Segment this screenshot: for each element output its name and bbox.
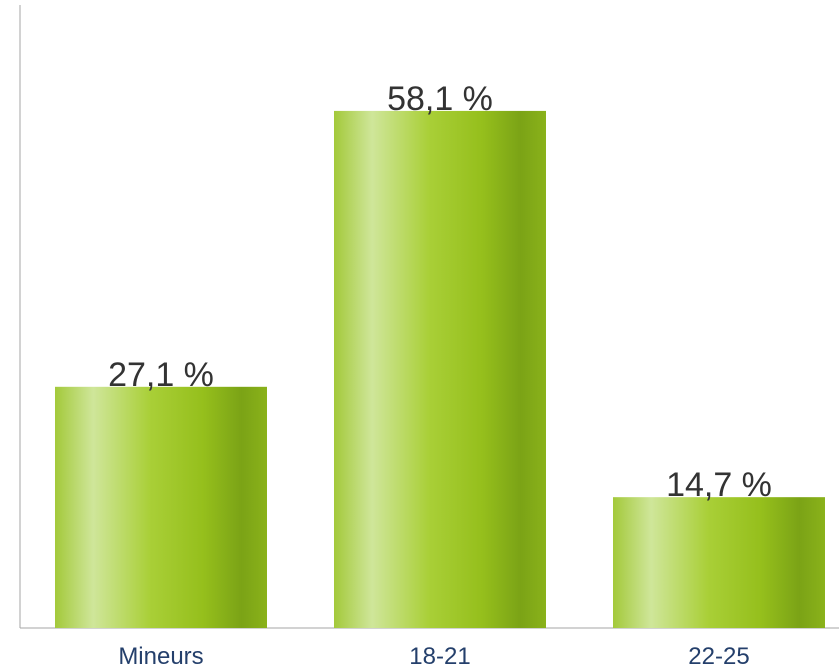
- bars-group: [55, 110, 825, 628]
- value-label: 27,1 %: [108, 356, 214, 394]
- value-label: 58,1 %: [387, 80, 493, 118]
- x-tick-label: 22-25: [688, 643, 749, 667]
- bar-22-25: [613, 497, 825, 628]
- tick-labels-group: Mineurs 18-21 22-25: [118, 643, 749, 667]
- value-labels-group: 27,1 % 58,1 % 14,7 %: [108, 80, 772, 504]
- bar-mineurs: [55, 386, 267, 628]
- x-tick-label: Mineurs: [118, 643, 203, 667]
- value-label: 14,7 %: [666, 466, 772, 504]
- x-tick-label: 18-21: [409, 643, 470, 667]
- bar-18-21: [334, 110, 546, 628]
